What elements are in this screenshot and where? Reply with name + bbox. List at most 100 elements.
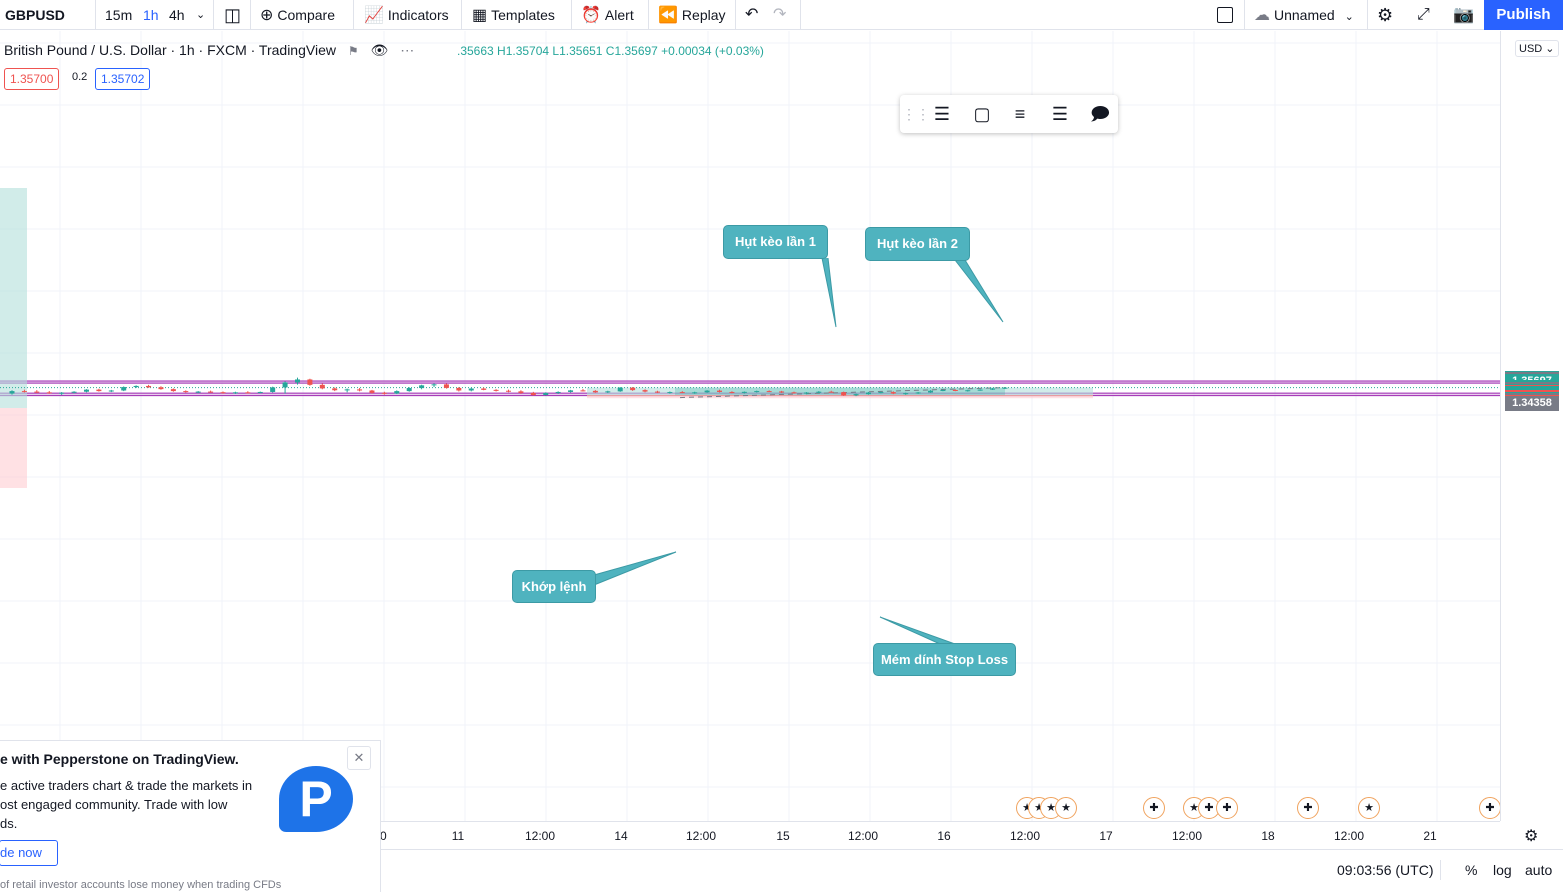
auto-toggle[interactable]: auto (1525, 862, 1553, 878)
candle-body (754, 391, 760, 393)
candle-body (46, 392, 52, 394)
time-axis-label: 11 (451, 829, 465, 843)
candle-body (990, 388, 996, 390)
candle-body (443, 384, 449, 388)
candle-body (741, 391, 747, 393)
candle-body (704, 390, 710, 393)
toolbar-divider (571, 0, 572, 30)
candle-body (133, 385, 139, 388)
candle-body (729, 391, 735, 393)
candle-body (915, 392, 921, 394)
spread-value: 0.2 (72, 71, 88, 83)
position-profit-filled (675, 387, 1005, 396)
box-select-icon[interactable]: ▢ (973, 104, 991, 124)
publish-button[interactable]: Publish (1484, 0, 1563, 30)
time-axis-label: 12:00 (524, 829, 556, 843)
us-flag-icon[interactable]: ★ (1358, 797, 1380, 819)
candle-body (96, 389, 102, 392)
candle-body (208, 391, 214, 393)
pepperstone-promo-panel: e with Pepperstone on TradingView. ✕ e a… (0, 740, 381, 892)
uk-flag-icon[interactable]: ✚ (1297, 797, 1319, 819)
toolbar-divider (461, 0, 462, 30)
callout-miss-2[interactable]: Hụt kèo lần 2 (865, 227, 970, 261)
candle-body (394, 391, 400, 394)
candle-body (183, 391, 189, 393)
chevron-down-icon: ⌄ (1545, 43, 1555, 55)
undo-icon[interactable]: ↶ (745, 6, 759, 23)
redo-icon[interactable]: ↷ (773, 6, 787, 23)
replay-button[interactable]: ⏪ Replay (658, 0, 726, 30)
candle-body (232, 392, 238, 394)
uk-flag-icon[interactable]: ✚ (1479, 797, 1501, 819)
interval-4h[interactable]: 4h (169, 7, 185, 23)
callout-entry[interactable]: Khớp lệnh (512, 570, 596, 603)
callout-miss-1[interactable]: Hụt kèo lần 1 (723, 225, 828, 259)
alert-button[interactable]: ⏰ Alert (581, 0, 634, 30)
candles-chart-type-icon[interactable]: ◫ (224, 5, 242, 25)
uk-flag-icon[interactable]: ✚ (1216, 797, 1238, 819)
layout-select-icon[interactable] (1217, 7, 1233, 23)
candle-body (878, 392, 884, 394)
candle-body (816, 391, 822, 393)
time-axis-label: 12:00 (1333, 829, 1365, 843)
candle-body (108, 390, 114, 392)
interval-1h[interactable]: 1h (143, 7, 159, 23)
templates-button[interactable]: ▦ Templates (472, 0, 555, 30)
candle-body (865, 392, 871, 395)
flag-icon[interactable]: ⚑ (347, 44, 359, 58)
candle-body (332, 388, 338, 391)
percent-toggle[interactable]: % (1465, 862, 1478, 878)
callout-stop-loss[interactable]: Mém dính Stop Loss (873, 643, 1016, 676)
candle-body (257, 391, 263, 393)
layout-name-button[interactable]: ☁ Unnamed ⌄ (1254, 0, 1354, 30)
candle-body (344, 389, 350, 391)
trade-now-button[interactable]: de now (0, 840, 58, 866)
settings-lines-icon[interactable]: ☰ (933, 104, 951, 124)
candle-body (580, 390, 586, 392)
symbol-legend: British Pound / U.S. Dollar · 1h · FXCM … (4, 42, 764, 59)
more-dots-icon[interactable]: ⋯ (400, 42, 415, 58)
style-lines-icon[interactable]: ≡ (1014, 104, 1026, 124)
candle-body (779, 391, 785, 393)
fullscreen-icon[interactable]: ⤢ (1417, 6, 1430, 23)
comment-icon[interactable]: 🗩 (1090, 104, 1110, 124)
legend-title[interactable]: British Pound / U.S. Dollar · 1h · FXCM … (4, 42, 336, 58)
interval-dropdown-icon[interactable]: ⌄ (196, 9, 206, 21)
chevron-down-icon: ⌄ (1344, 11, 1354, 23)
drag-handle-icon[interactable]: ⋮⋮ (902, 106, 930, 122)
close-icon[interactable]: ✕ (347, 746, 371, 770)
position-profit-area (587, 387, 1093, 396)
callout-pointer-miss-1 (821, 257, 837, 328)
candle-body (506, 390, 511, 392)
camera-icon[interactable]: 📷 (1453, 5, 1475, 24)
time-axis-label: 14 (614, 829, 628, 843)
price-axis[interactable]: USD ⌄ 1.364021.362781.361621.361431.3612… (1500, 31, 1563, 821)
sell-price-button[interactable]: 1.35700 (4, 68, 60, 90)
compare-button[interactable]: ⊕ Compare (260, 0, 335, 30)
buy-price-button[interactable]: 1.35702 (95, 68, 151, 90)
candle-body (679, 392, 685, 394)
candle-body (803, 392, 809, 394)
eye-icon[interactable]: 👁 (370, 42, 389, 58)
time-axis-label: 12:00 (847, 829, 879, 843)
candle-body (928, 390, 934, 393)
toolbar-divider (735, 0, 736, 30)
cloud-icon: ☁ (1254, 7, 1270, 25)
us-flag-icon[interactable]: ★ (1055, 797, 1077, 819)
candle-body (617, 387, 623, 392)
log-toggle[interactable]: log (1493, 862, 1512, 878)
candle-body (952, 390, 958, 391)
pepperstone-logo: P (279, 766, 353, 832)
chart-pane[interactable] (0, 31, 1500, 821)
gear-icon[interactable]: ⚙ (1524, 828, 1539, 845)
currency-select[interactable]: USD ⌄ (1515, 40, 1559, 57)
indicators-button[interactable]: 📈 Indicators (364, 0, 449, 30)
candle-body (568, 390, 574, 392)
gear-icon[interactable]: ⚙ (1377, 5, 1394, 25)
interval-15m[interactable]: 15m (105, 7, 133, 23)
utc-clock[interactable]: 09:03:56 (UTC) (1337, 862, 1434, 878)
uk-flag-icon[interactable]: ✚ (1143, 797, 1165, 819)
price-chart[interactable] (0, 31, 1500, 821)
symbol-search[interactable]: GBPUSD (5, 7, 65, 23)
text-lines-icon[interactable]: ☰ (1051, 104, 1069, 124)
